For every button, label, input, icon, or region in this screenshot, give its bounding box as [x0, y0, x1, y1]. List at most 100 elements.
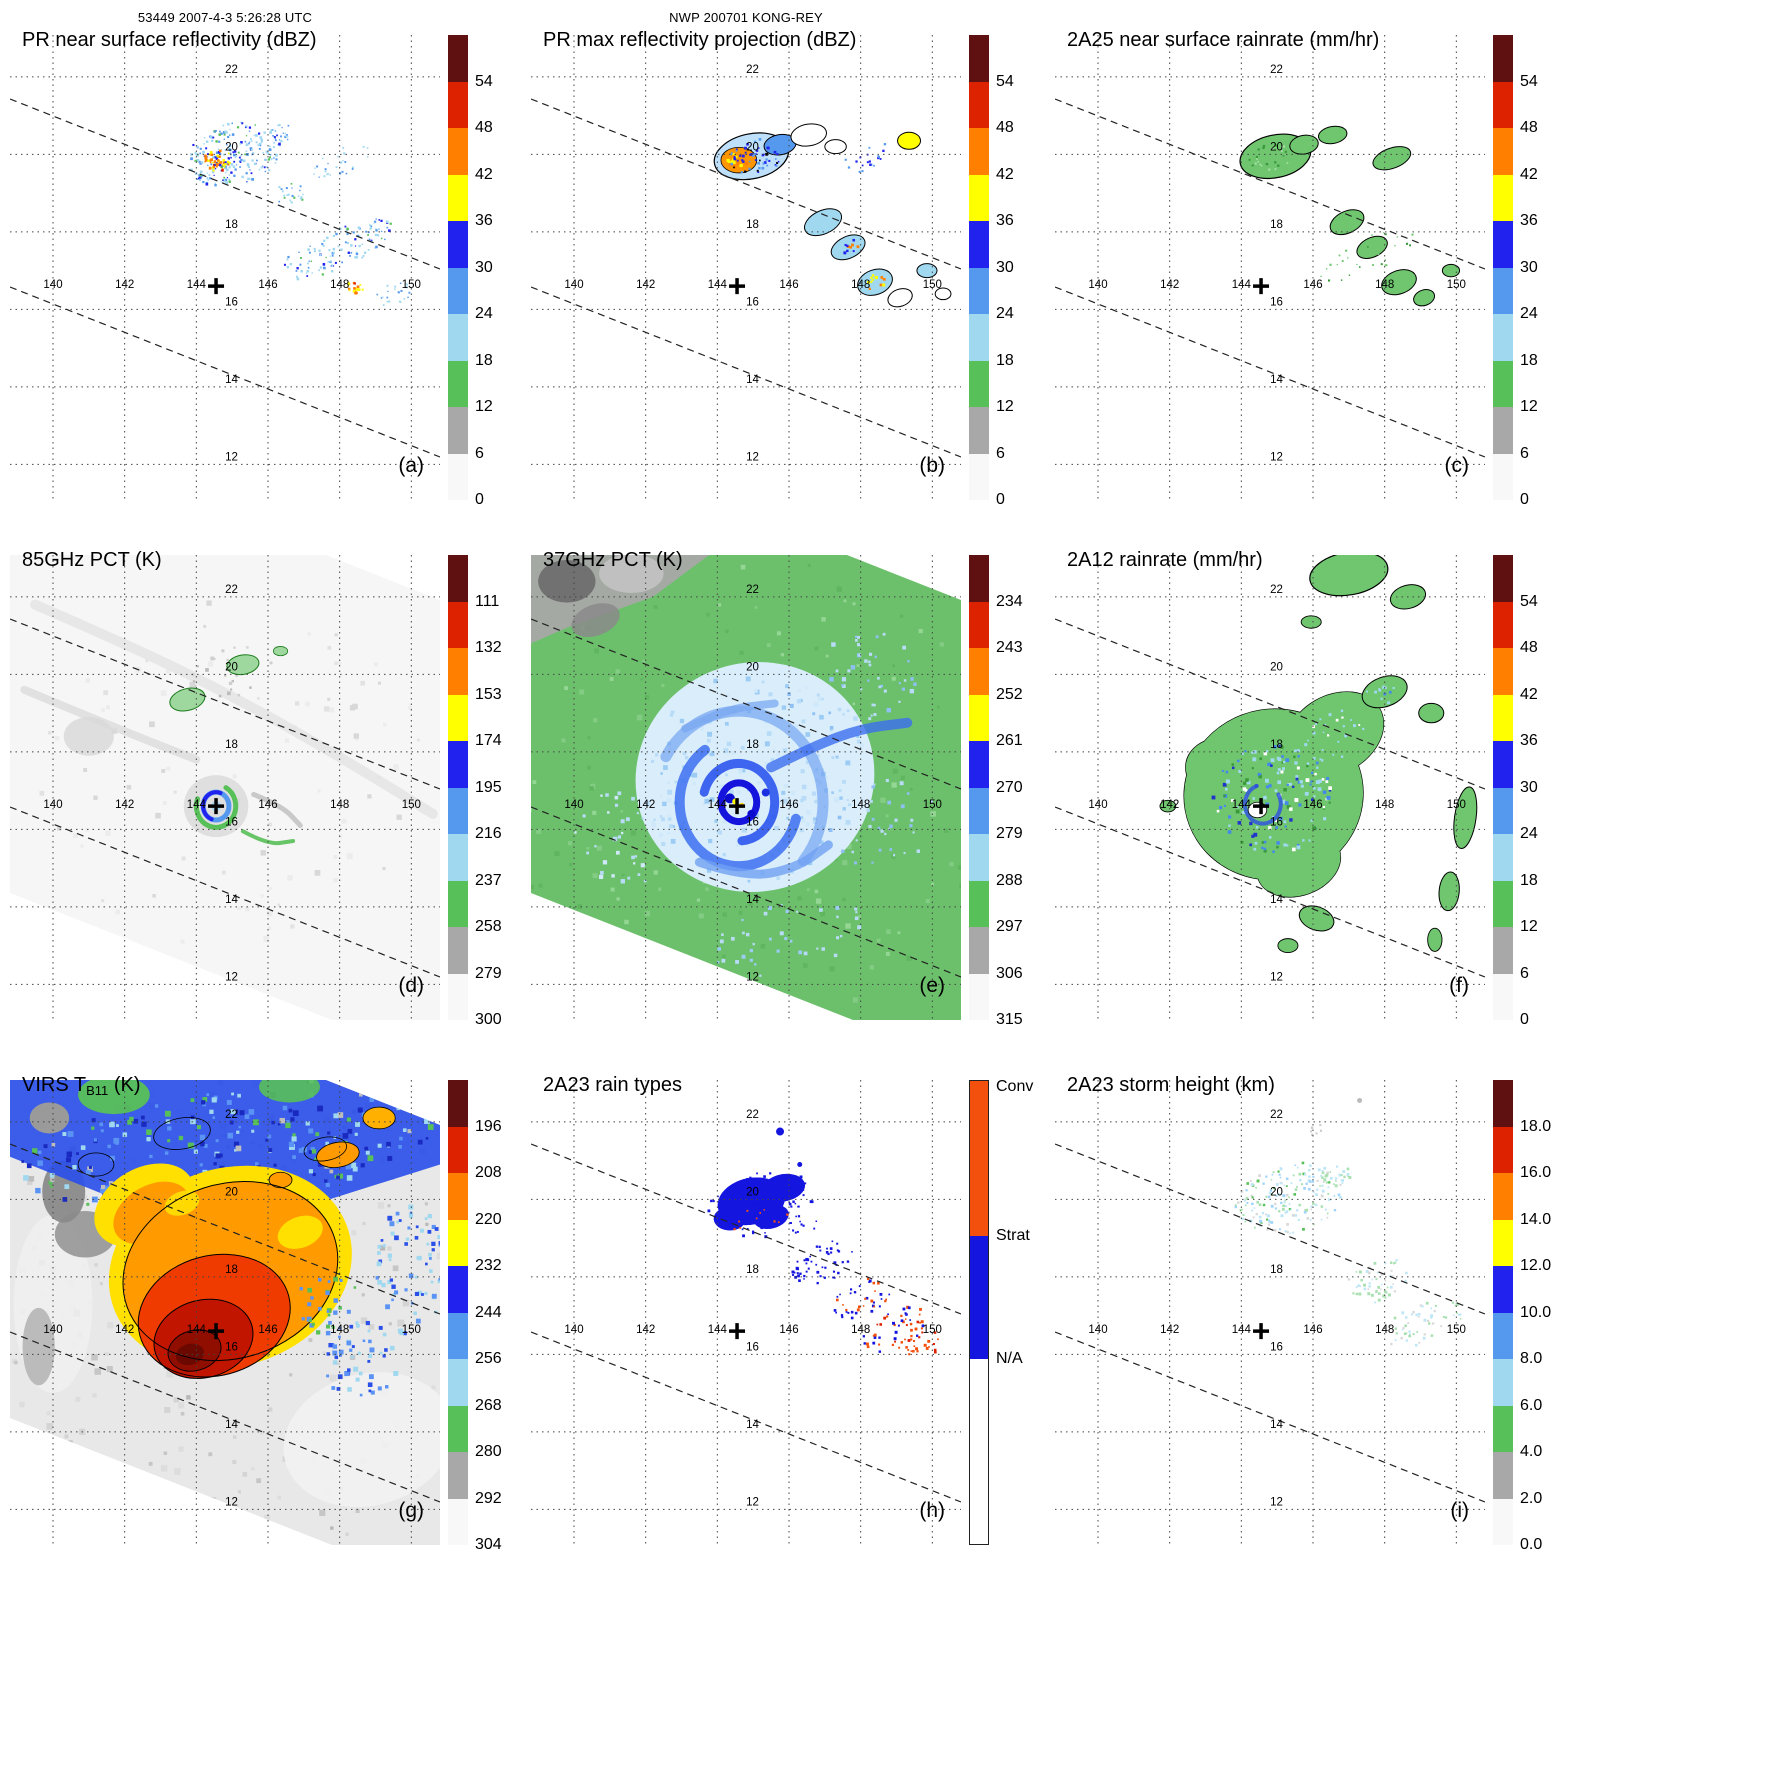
colorbar-segment	[1493, 834, 1513, 881]
panel-header: 53449 2007-4-3 5:26:28 UTC	[137, 10, 313, 25]
storm-center-marker	[1253, 1323, 1270, 1340]
colorbar-segment	[1493, 1498, 1513, 1545]
scene-features	[1234, 1098, 1462, 1347]
colorbar-segment	[448, 314, 468, 361]
colorbar-tick: 237	[475, 871, 502, 889]
storm-center-marker	[1253, 278, 1270, 295]
map-canvas: 140 142 144 146 148 150 12 14 16 18 20 22	[10, 555, 440, 1020]
svg-text:150: 150	[402, 279, 421, 291]
colorbar-segment	[448, 648, 468, 695]
colorbar-labels: 18.0 16.0 14.0 12.0 10.0 8.0 6.0 4.0 2.0 0.0	[1520, 1080, 1569, 1554]
panel-title: 85GHz PCT (K)	[22, 549, 162, 571]
colorbar-segment	[969, 787, 989, 834]
svg-text:20: 20	[1270, 141, 1283, 153]
colorbar-segment	[969, 360, 989, 407]
map-canvas: 140 142 144 146 148 150 12 14 16 18 20 22	[1055, 35, 1485, 500]
colorbar-labels: 54 48 42 36 30 24 18 12 6 0	[1520, 35, 1569, 509]
svg-text:16: 16	[225, 816, 238, 828]
svg-text:14: 14	[746, 894, 759, 906]
panel-title: 37GHz PCT (K)	[543, 549, 683, 571]
colorbar-segment	[1493, 1359, 1513, 1406]
svg-text:146: 146	[1303, 799, 1322, 811]
colorbar-tick: 18	[1520, 871, 1538, 889]
colorbar-segment	[969, 834, 989, 881]
gridlines	[10, 35, 440, 500]
colorbar-tick: 12.0	[1520, 1257, 1552, 1274]
colorbar-segment	[448, 1405, 468, 1452]
colorbar-segment	[969, 128, 989, 175]
colorbar-tick: 36	[1520, 212, 1538, 229]
scene-features	[1159, 555, 1478, 954]
svg-text:14: 14	[1270, 374, 1283, 386]
colorbar	[969, 1080, 989, 1545]
colorbar-segment	[448, 128, 468, 175]
map-canvas: 140 142 144 146 148 150 12 14 16 18 20 22	[1055, 555, 1485, 1020]
panel-header: NWP 200701 KONG-REY	[669, 10, 823, 25]
svg-text:20: 20	[1270, 1186, 1283, 1198]
svg-text:148: 148	[330, 1324, 349, 1336]
svg-text:142: 142	[115, 279, 134, 291]
colorbar-segment	[1493, 787, 1513, 834]
colorbar-segment	[1493, 453, 1513, 500]
panel-title: 2A23 storm height (km)	[1067, 1074, 1275, 1096]
colorbar-tick: 153	[475, 685, 502, 703]
colorbar-area: 54 48 42 36 30 24 18 12 6 0	[448, 35, 524, 509]
colorbar-tick: 4.0	[1520, 1443, 1543, 1460]
svg-text:14: 14	[225, 1419, 238, 1431]
map-area: 140 142 144 146 148 150 12 14 16 18 20 22 2A23 stor…	[1055, 1074, 1485, 1545]
storm-center-marker	[729, 278, 746, 295]
svg-text:148: 148	[851, 279, 870, 291]
colorbar-segment-strat	[970, 1236, 988, 1359]
colorbar-segment	[969, 694, 989, 741]
colorbar-tick: 306	[996, 964, 1023, 982]
colorbar-tick: 6.0	[1520, 1396, 1543, 1414]
scene-features	[531, 555, 961, 1017]
colorbar-tick: 288	[996, 871, 1023, 889]
scene-features	[1239, 125, 1461, 307]
svg-text:12: 12	[225, 971, 238, 983]
colorbar-segment	[969, 407, 989, 454]
colorbar-area: 196 208 220 232 244 256 268 280 292 304	[448, 1080, 524, 1554]
panel-f: 140 142 144 146 148 150 12 14 16 18 20 22 2A12 rain…	[1053, 528, 1569, 1033]
colorbar	[448, 1080, 468, 1545]
colorbar-labels: 196 208 220 232 244 256 268 280 292 304	[475, 1080, 524, 1554]
colorbar-segment	[448, 1080, 468, 1127]
svg-text:18: 18	[746, 1264, 759, 1276]
svg-text:146: 146	[779, 799, 798, 811]
colorbar-tick: 42	[475, 165, 493, 183]
colorbar-tick: 216	[475, 825, 502, 842]
colorbar-segment	[448, 453, 468, 500]
colorbar-tick: 12	[996, 398, 1014, 415]
svg-text:16: 16	[225, 1341, 238, 1353]
colorbar-area: 54 48 42 36 30 24 18 12 6 0	[1493, 555, 1569, 1028]
map-area: 140 142 144 146 148 150 12 14 16 18 20 22 PR near s…	[10, 29, 440, 500]
colorbar-tick: 36	[475, 212, 493, 229]
colorbar-segment	[448, 973, 468, 1020]
svg-text:12: 12	[1270, 1496, 1283, 1508]
svg-text:12: 12	[225, 1496, 238, 1508]
colorbar-tick: 36	[996, 212, 1014, 229]
svg-text:142: 142	[636, 1324, 655, 1336]
colorbar-labels: 234 243 252 261 270 279 288 297 306 315	[996, 555, 1045, 1029]
svg-text:144: 144	[708, 279, 728, 291]
svg-text:12: 12	[1270, 971, 1283, 983]
colorbar-segment	[1493, 221, 1513, 268]
svg-text:22: 22	[1270, 584, 1283, 596]
panel-title: 2A23 rain types	[543, 1074, 682, 1096]
svg-text:140: 140	[1088, 279, 1107, 291]
svg-text:150: 150	[402, 1324, 421, 1336]
svg-text:16: 16	[1270, 1341, 1283, 1353]
colorbar-segment	[969, 314, 989, 361]
colorbar	[969, 555, 989, 1020]
colorbar-labels: 54 48 42 36 30 24 18 12 6 0	[475, 35, 524, 509]
colorbar-tick: 279	[475, 964, 502, 982]
colorbar-segment	[448, 221, 468, 268]
panel-letter: (e)	[919, 974, 945, 997]
axis-labels: 140 142 144 146 148 150 12 14 16 18 20 22	[1088, 584, 1466, 984]
panel-title: 2A25 near surface rainrate (mm/hr)	[1067, 29, 1380, 51]
colorbar-segment	[1493, 973, 1513, 1020]
svg-text:12: 12	[746, 1496, 759, 1508]
colorbar-segment	[1493, 407, 1513, 454]
svg-text:150: 150	[923, 279, 942, 291]
